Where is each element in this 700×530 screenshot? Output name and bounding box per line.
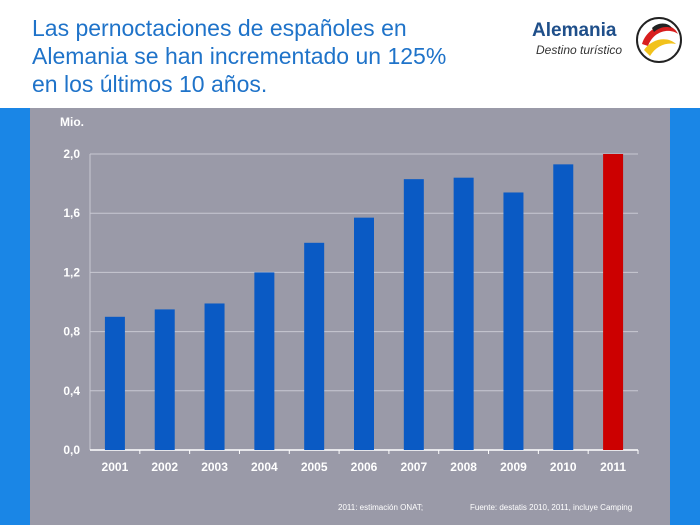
left-blue-band [0,108,30,525]
bar-2010 [553,164,574,451]
title-line-1: Las pernoctaciones de españoles en [32,15,407,41]
slide-title: Las pernoctaciones de españoles en Alema… [32,14,502,98]
x-tick-label: 2004 [251,460,278,474]
bars [104,154,624,451]
y-tick-label: 0,4 [63,384,80,398]
footnote-estimate: 2011: estimación ONAT; [338,503,423,512]
y-tick-labels: 0,0 0,4 0,8 1,2 1,6 2,0 [63,147,80,457]
y-tick-label: 1,2 [63,265,80,279]
x-tick-label: 2001 [102,460,129,474]
bar-2004 [254,272,275,450]
logo-subtitle: Destino turístico [536,43,623,57]
chart-panel: Mio. 0,0 0,4 0,8 1,2 1,6 2,0 2001 2002 2003 2004… [30,108,670,525]
bar-2002 [154,309,175,450]
bar-2001 [104,316,125,450]
right-blue-band [670,108,700,525]
x-tick-label: 2005 [301,460,328,474]
slide-header: Las pernoctaciones de españoles en Alema… [0,0,700,108]
x-tick-label: 2006 [351,460,378,474]
bar-2006 [354,217,374,450]
footnote-source: Fuente: destatis 2010, 2011, incluye Cam… [470,503,632,512]
y-tick-label: 0,0 [63,443,80,457]
brand-logo: Alemania Destino turístico [528,14,688,66]
logo-name: Alemania [532,20,617,41]
x-tick-label: 2010 [550,460,577,474]
bar-2003 [204,303,225,450]
bar-chart: Mio. 0,0 0,4 0,8 1,2 1,6 2,0 2001 2002 2003 2004… [60,115,639,512]
bar-2007 [403,179,424,450]
bar-2008 [453,177,474,450]
x-tick-label: 2003 [201,460,228,474]
eagle-swirl-icon [636,17,682,63]
x-tick-label: 2008 [450,460,477,474]
y-axis-unit-label: Mio. [60,115,84,129]
y-tick-label: 0,8 [63,325,80,339]
bar-2011 [603,154,624,450]
y-tick-label: 2,0 [63,147,80,161]
x-tick-label: 2007 [400,460,427,474]
x-tick-label: 2011 [600,460,626,474]
x-tick-label: 2009 [500,460,527,474]
bar-2005 [304,242,325,450]
title-line-3: en los últimos 10 años. [32,71,268,97]
x-tick-label: 2002 [151,460,178,474]
x-tick-labels: 2001 2002 2003 2004 2005 2006 2007 2008 2009 2010… [102,460,627,474]
title-line-2: Alemania se han incrementado un 125% [32,43,447,69]
bar-2009 [503,192,524,450]
y-tick-label: 1,6 [63,206,80,220]
